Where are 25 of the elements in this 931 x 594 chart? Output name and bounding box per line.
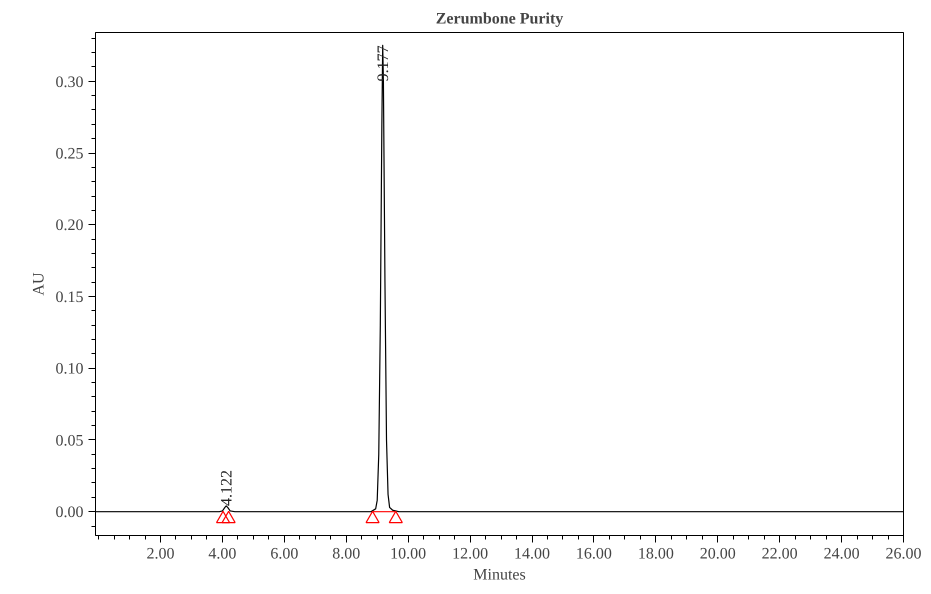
x-tick-label: 4.00 [208,546,236,562]
y-tick-label: 0.20 [56,217,84,234]
x-tick-label: 18.00 [638,546,674,562]
y-tick-label: 0.15 [56,288,84,306]
x-tick-label: 26.00 [886,546,922,562]
y-tick-label: 0.10 [56,360,84,378]
x-tick-label: 2.00 [146,546,175,562]
chart-title: Zerumbone Purity [436,10,564,28]
y-tick-label: 0.05 [56,432,84,450]
annotation: 9.177 [375,45,392,82]
x-tick-label: 22.00 [762,546,798,562]
x-tick-label: 16.00 [576,546,612,562]
y-tick-label: 0.25 [56,146,84,163]
x-tick-label: 20.00 [700,546,736,562]
x-tick-label: 6.00 [270,546,298,562]
y-tick-label: 0.30 [56,74,84,91]
x-axis-title: Minutes [473,566,526,584]
x-tick-label: 10.00 [390,546,426,562]
x-tick-label: 14.00 [514,546,550,562]
annotation: 4.122 [218,470,236,506]
x-tick-label: 12.00 [452,546,488,562]
y-tick-label: 0.00 [56,504,84,522]
x-tick-label: 8.00 [332,546,360,562]
y-axis-title: AU [30,272,48,296]
x-tick-label: 24.00 [824,546,860,562]
